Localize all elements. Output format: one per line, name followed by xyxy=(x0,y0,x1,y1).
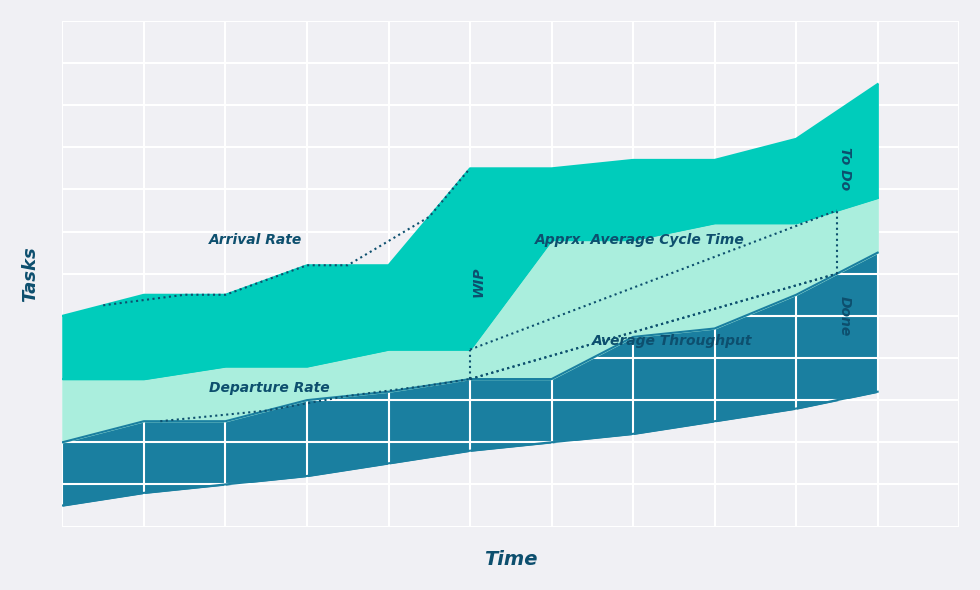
Text: Apprx. Average Cycle Time: Apprx. Average Cycle Time xyxy=(535,233,745,247)
Y-axis label: Tasks: Tasks xyxy=(21,246,39,301)
Text: Arrival Rate: Arrival Rate xyxy=(209,233,303,247)
Text: Done: Done xyxy=(838,296,852,336)
Text: To Do: To Do xyxy=(838,147,852,190)
Text: WIP: WIP xyxy=(471,267,485,297)
X-axis label: Time: Time xyxy=(484,550,538,569)
Text: Departure Rate: Departure Rate xyxy=(209,381,330,395)
Text: Average Throughput: Average Throughput xyxy=(592,335,753,348)
